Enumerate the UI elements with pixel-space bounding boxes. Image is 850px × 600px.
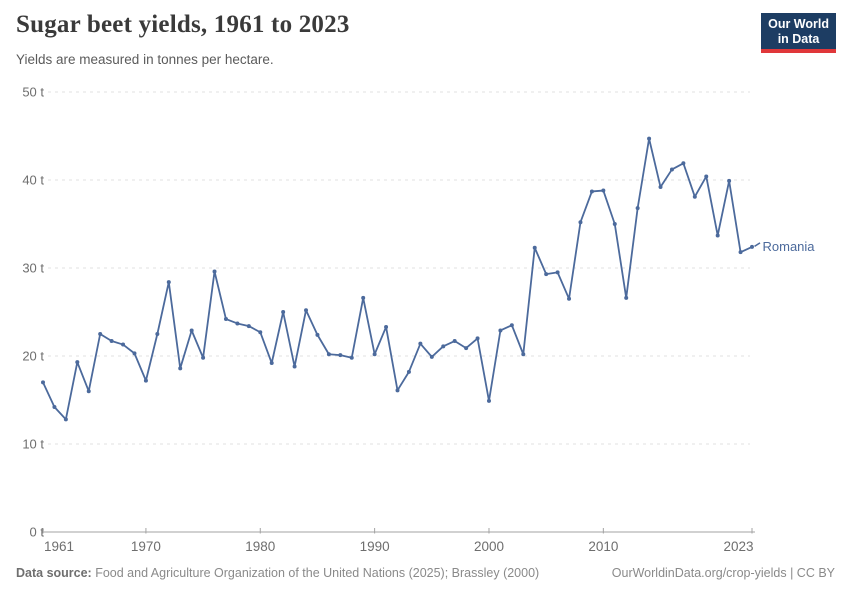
data-point[interactable] — [63, 417, 68, 422]
data-point[interactable] — [704, 174, 709, 179]
data-point[interactable] — [532, 245, 537, 250]
data-point[interactable] — [429, 354, 434, 359]
data-source-text: Food and Agriculture Organization of the… — [91, 566, 540, 580]
data-point[interactable] — [86, 389, 91, 394]
data-source-note: Data source: Food and Agriculture Organi… — [16, 566, 539, 580]
data-point[interactable] — [692, 194, 697, 199]
x-tick-label: 1990 — [360, 539, 390, 554]
data-point[interactable] — [98, 332, 103, 336]
chart-footer: Data source: Food and Agriculture Organi… — [16, 566, 835, 580]
y-tick-label: 40 t — [22, 173, 44, 188]
data-point[interactable] — [406, 369, 411, 374]
data-point[interactable] — [441, 344, 446, 349]
data-point[interactable] — [292, 364, 297, 369]
series-line-romania[interactable] — [42, 137, 753, 421]
data-point[interactable] — [132, 351, 137, 356]
data-point[interactable] — [589, 189, 594, 194]
data-point[interactable] — [166, 280, 171, 285]
data-point[interactable] — [715, 233, 720, 238]
data-source-label: Data source: — [16, 566, 92, 580]
x-tick-label: 1970 — [131, 539, 161, 554]
data-point[interactable] — [452, 339, 457, 344]
data-point[interactable] — [201, 355, 206, 360]
data-point[interactable] — [52, 405, 57, 410]
data-point[interactable] — [738, 250, 743, 255]
y-tick-label: 10 t — [22, 437, 44, 452]
data-point[interactable] — [235, 321, 240, 326]
data-point[interactable] — [326, 352, 331, 357]
data-point[interactable] — [143, 378, 148, 383]
data-point[interactable] — [635, 206, 640, 211]
data-point[interactable] — [681, 161, 686, 166]
data-point[interactable] — [475, 336, 480, 341]
data-point[interactable] — [304, 308, 309, 313]
data-point[interactable] — [544, 272, 549, 277]
y-tick-label: 0 t — [30, 525, 45, 540]
data-point[interactable] — [578, 220, 583, 225]
data-point[interactable] — [372, 352, 377, 357]
data-point[interactable] — [349, 355, 354, 360]
data-point[interactable] — [555, 270, 560, 275]
owid-logo-line1: Our World — [768, 17, 829, 31]
data-point[interactable] — [624, 295, 629, 300]
data-point[interactable] — [669, 167, 674, 172]
data-point[interactable] — [509, 323, 514, 328]
data-point[interactable] — [269, 361, 274, 366]
data-point[interactable] — [647, 136, 652, 141]
y-tick-label: 20 t — [22, 349, 44, 364]
data-point[interactable] — [418, 341, 423, 346]
series-end-label[interactable]: Romania — [763, 239, 816, 254]
series-label-connector — [754, 242, 761, 248]
data-point[interactable] — [281, 310, 286, 314]
data-point[interactable] — [658, 185, 663, 190]
x-tick-label: 2023 — [723, 539, 753, 554]
data-point[interactable] — [486, 398, 491, 403]
data-point[interactable] — [178, 366, 183, 371]
x-tick-label: 1961 — [44, 539, 74, 554]
data-point[interactable] — [395, 388, 400, 393]
y-tick-label: 30 t — [22, 261, 44, 276]
data-point[interactable] — [155, 332, 160, 336]
data-point[interactable] — [521, 352, 526, 357]
data-point[interactable] — [727, 178, 732, 183]
x-tick-label: 1980 — [245, 539, 275, 554]
data-point[interactable] — [109, 339, 114, 344]
data-point[interactable] — [601, 188, 606, 193]
page-subtitle: Yields are measured in tonnes per hectar… — [16, 52, 274, 67]
data-point[interactable] — [223, 317, 228, 322]
data-point[interactable] — [498, 328, 503, 333]
license-link[interactable]: OurWorldinData.org/crop-yields | CC BY — [611, 566, 835, 580]
data-point[interactable] — [338, 353, 343, 358]
data-point[interactable] — [212, 269, 217, 274]
page-title: Sugar beet yields, 1961 to 2023 — [16, 11, 350, 38]
data-point[interactable] — [41, 380, 45, 385]
data-point[interactable] — [750, 244, 754, 249]
data-point[interactable] — [612, 222, 617, 226]
y-tick-label: 50 t — [22, 85, 44, 100]
data-point[interactable] — [464, 346, 469, 351]
owid-logo[interactable]: Our World in Data — [761, 13, 836, 53]
data-point[interactable] — [121, 342, 126, 347]
data-point[interactable] — [189, 328, 194, 333]
data-point[interactable] — [315, 332, 320, 337]
x-tick-label: 2000 — [474, 539, 504, 554]
data-point[interactable] — [384, 324, 389, 329]
data-point[interactable] — [258, 330, 263, 335]
data-point[interactable] — [246, 324, 251, 329]
data-point[interactable] — [75, 360, 80, 365]
data-point[interactable] — [567, 296, 572, 301]
data-point[interactable] — [361, 295, 366, 300]
x-tick-label: 2010 — [588, 539, 618, 554]
owid-logo-line2: in Data — [777, 31, 820, 46]
